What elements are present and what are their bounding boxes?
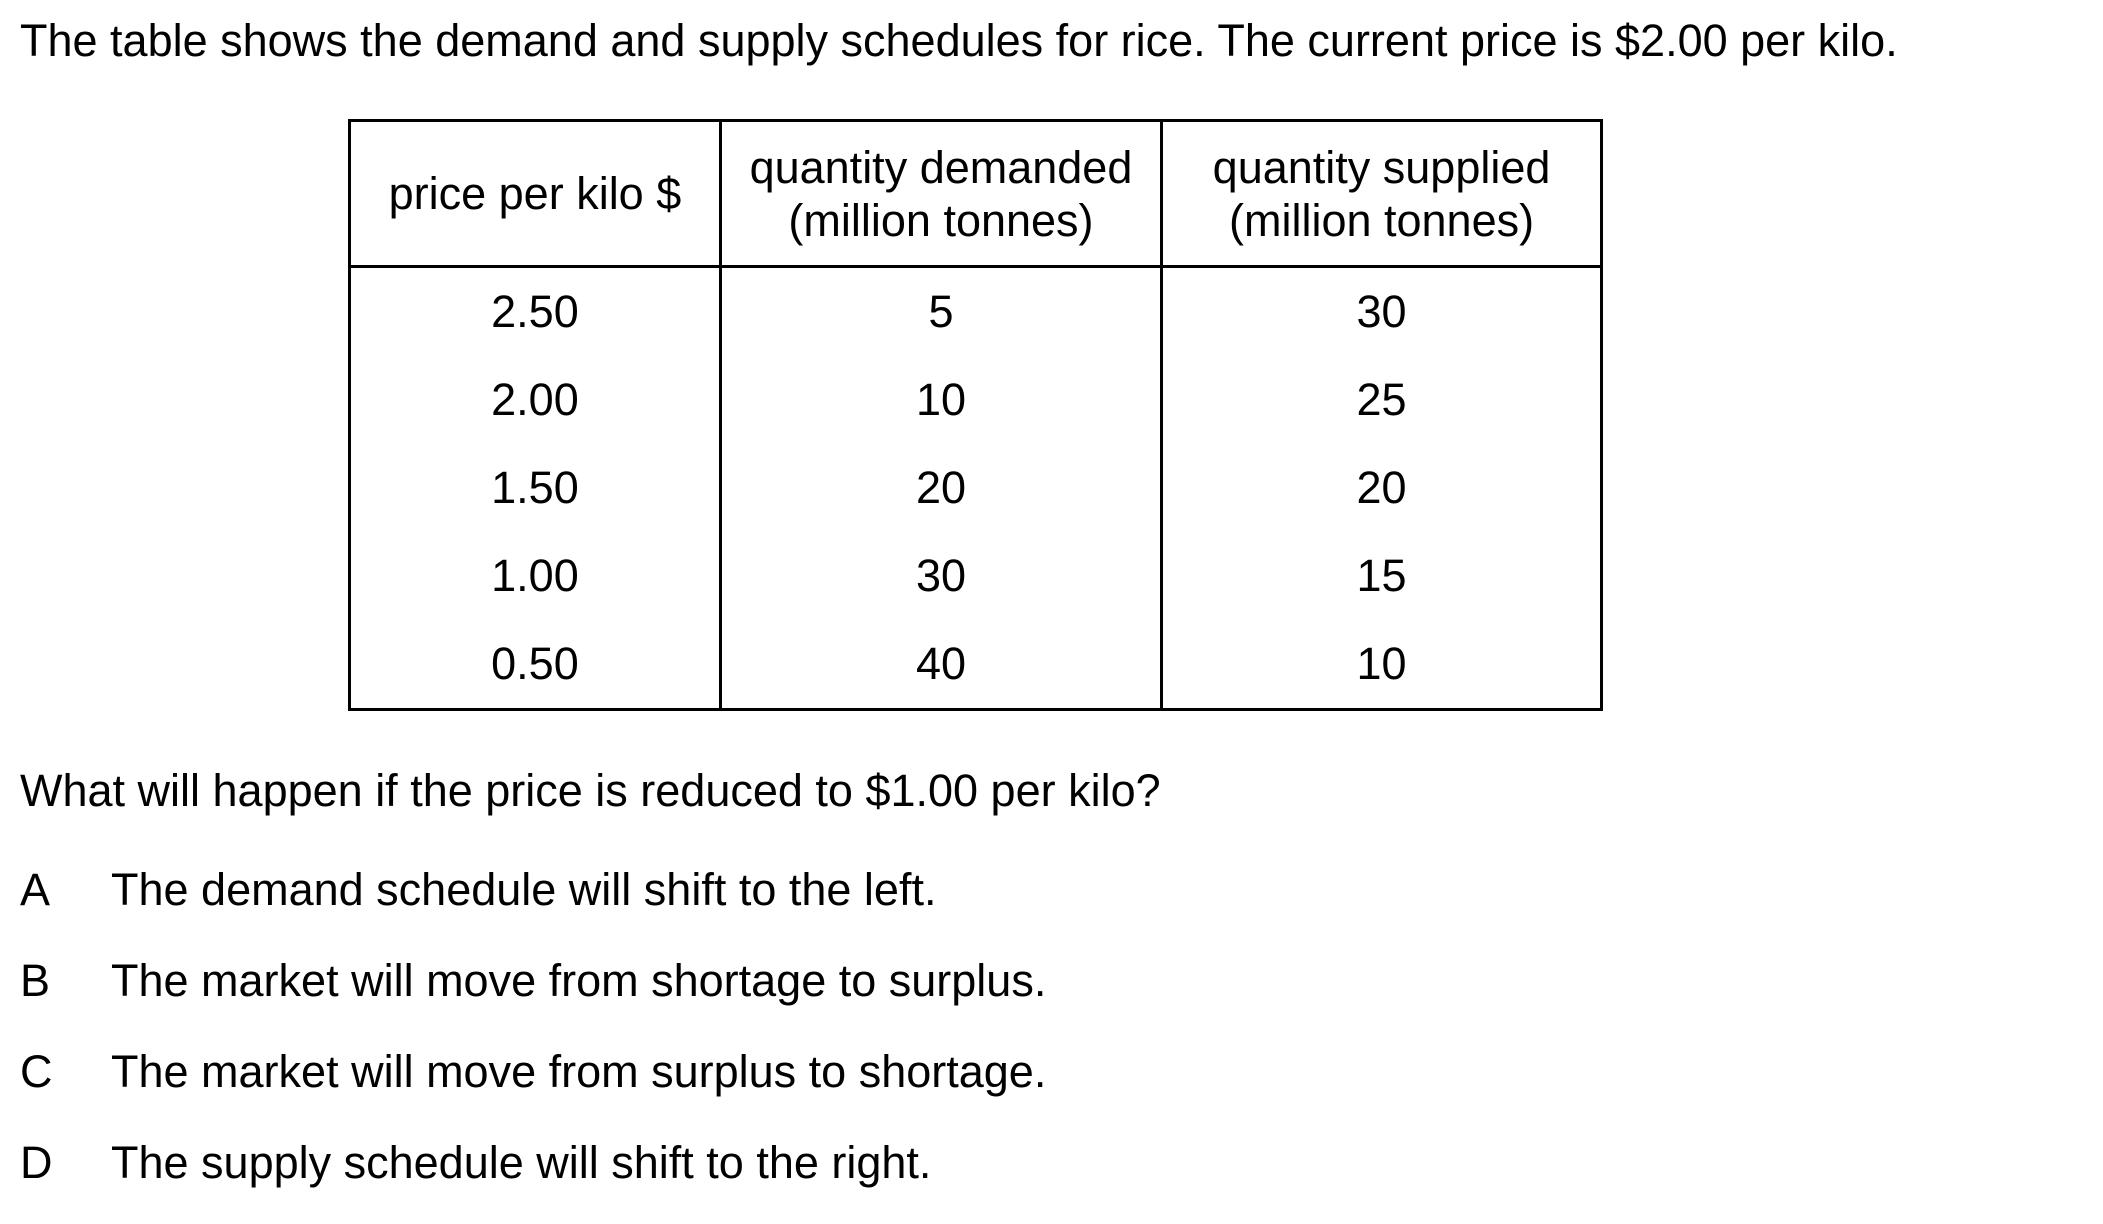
supplied-cell: 10	[1160, 620, 1603, 711]
supplied-cell: 25	[1160, 356, 1603, 444]
option-text: The market will move from shortage to su…	[111, 955, 1047, 1006]
table-row: 0.50 40 10	[348, 620, 1603, 711]
header-price: price per kilo $	[348, 119, 722, 268]
header-price-label: price per kilo $	[388, 168, 682, 219]
price-cell: 1.00	[348, 532, 722, 620]
price-cell: 2.00	[348, 356, 722, 444]
option-a: A The demand schedule will shift to the …	[20, 860, 1046, 951]
supplied-cell: 15	[1160, 532, 1603, 620]
price-cell: 2.50	[348, 266, 722, 356]
schedule-table: price per kilo $ quantity demanded (mill…	[348, 119, 1603, 711]
supplied-cell: 20	[1160, 444, 1603, 532]
option-letter: B	[20, 955, 51, 1006]
option-text: The supply schedule will shift to the ri…	[111, 1137, 932, 1188]
header-supplied-line2: (million tonnes)	[1228, 194, 1535, 246]
header-quantity-supplied: quantity supplied (million tonnes)	[1160, 119, 1603, 268]
option-letter: D	[20, 1137, 53, 1188]
demanded-cell: 5	[718, 266, 1164, 356]
option-letter: C	[20, 1046, 53, 1097]
table-row: 1.00 30 15	[348, 532, 1603, 620]
demanded-cell: 40	[718, 620, 1164, 711]
demanded-cell: 10	[718, 356, 1164, 444]
demanded-cell: 20	[718, 444, 1164, 532]
demanded-cell: 30	[718, 532, 1164, 620]
answer-options: A The demand schedule will shift to the …	[20, 860, 1046, 1224]
option-text: The market will move from surplus to sho…	[111, 1046, 1047, 1097]
header-demanded-line1: quantity demanded	[749, 141, 1133, 193]
option-b: B The market will move from shortage to …	[20, 951, 1046, 1042]
question-text: What will happen if the price is reduced…	[20, 765, 1161, 816]
header-quantity-demanded: quantity demanded (million tonnes)	[718, 119, 1164, 268]
supplied-cell: 30	[1160, 266, 1603, 356]
price-cell: 0.50	[348, 620, 722, 711]
option-d: D The supply schedule will shift to the …	[20, 1133, 1046, 1224]
header-demanded-line2: (million tonnes)	[788, 194, 1094, 246]
table-row: 1.50 20 20	[348, 444, 1603, 532]
price-cell: 1.50	[348, 444, 722, 532]
intro-text: The table shows the demand and supply sc…	[20, 15, 1898, 66]
table-row: 2.00 10 25	[348, 356, 1603, 444]
header-supplied-line1: quantity supplied	[1212, 141, 1551, 193]
table-header-row: price per kilo $ quantity demanded (mill…	[348, 119, 1603, 268]
option-c: C The market will move from surplus to s…	[20, 1042, 1046, 1133]
option-text: The demand schedule will shift to the le…	[111, 864, 937, 915]
option-letter: A	[20, 864, 51, 915]
table-row: 2.50 5 30	[348, 266, 1603, 356]
